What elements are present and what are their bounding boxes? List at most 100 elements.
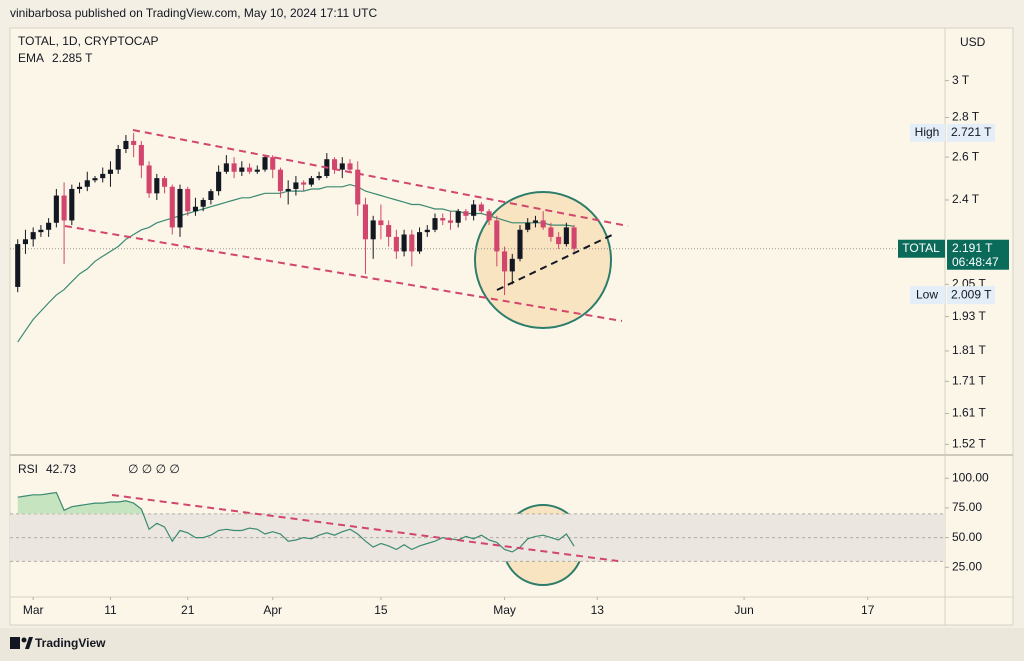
tag-name: High [915,125,940,139]
candle-body [517,229,523,259]
candle-body [532,220,539,223]
brand-logo [10,637,33,649]
y-tick-label: 50.00 [952,530,982,544]
candle-body [501,251,508,272]
x-tick-label: Mar [23,603,44,617]
candle-body [386,225,392,237]
candle-body [308,178,314,185]
candle-body [69,188,75,221]
y-tick-label: 3 T [952,73,970,87]
legend-flags: ∅ ∅ ∅ ∅ [128,462,180,476]
candle-body [270,157,276,170]
rsi-line [17,491,575,553]
trend-line [111,494,619,562]
tag-name: TOTAL [902,241,940,255]
publisher-line: vinibarbosa published on TradingView.com… [10,6,377,20]
candle-body [316,176,322,179]
tag-value: 2.191 T [952,241,993,255]
tag-value: 2.009 T [951,287,992,301]
candle-body [53,195,59,223]
candle-body [548,227,554,237]
footer-brand: TradingView [35,636,106,650]
candle-body [192,206,199,212]
x-tick-label: 15 [374,603,388,617]
footer [0,628,1024,661]
trend-line [132,129,629,227]
candle-body [107,169,114,174]
candle-body [285,188,291,192]
candle-body [92,178,98,181]
candle-body [432,218,438,230]
candle-body [115,148,121,170]
candle-body [424,229,430,233]
candle-body [84,180,90,187]
candle-body [463,211,469,216]
candle-body [494,220,500,252]
candle-body [100,173,106,179]
candle-body [208,191,214,200]
candle-body [169,186,175,228]
y-tick-label: 1.93 T [952,309,986,323]
candle-body [416,232,423,252]
candle-body [131,140,137,145]
trend-line [64,225,623,322]
tag-value-box [947,239,1009,270]
candle-body [231,163,237,172]
trend-line [496,234,613,291]
tag-name-box [910,123,945,142]
candle-body [61,195,67,221]
candle-body [362,204,369,240]
currency: USD [960,35,986,49]
candle-body [409,234,415,252]
y-tick-label: 1.71 T [952,373,986,387]
candle-body [216,171,222,192]
candle-body [200,199,206,207]
candle-body [347,163,353,170]
candle-body [177,188,183,228]
candle-body [440,218,446,221]
candle-body [123,140,129,149]
candle-body [262,157,268,170]
candle-body [370,220,376,240]
candle-body [239,167,245,172]
candle-body [15,244,21,287]
candle-body [185,188,191,212]
candle-body [254,169,260,172]
plot-layer: Mar 11 21 Apr 15 May 13 Jun 17 3 T 2.8 T 2.6 T 2.4 T… [10,73,1009,617]
candle-body [471,204,477,216]
candle-body [455,211,461,223]
candle-body [22,239,29,245]
highlight-circle [474,191,612,329]
candle-body [571,227,577,249]
candle-body [509,258,515,272]
legend-ema-value: 2.285 T [52,51,93,65]
candle-body [486,211,492,221]
candle-body [401,234,407,252]
candle-body [447,220,454,223]
legend-title: TOTAL, 1D, CRYPTOCAP [18,34,158,48]
candle-body [246,167,253,172]
candle-body [146,165,152,194]
candle-body [540,220,546,228]
tag-countdown: 06:48:47 [952,255,999,269]
candle-body [339,163,345,170]
candle-body [378,220,384,226]
tag-name: Low [916,287,938,301]
tag-name-box [898,239,945,258]
candle-body [525,222,531,230]
y-tick-label: 1.81 T [952,343,986,357]
y-tick-label: 2.8 T [952,110,980,124]
candle-body [161,178,168,187]
candle-body [138,144,144,166]
candle-body [46,222,52,230]
candle-body [331,159,338,170]
y-tick-label: 1.52 T [952,437,986,451]
candle-body [556,236,562,245]
rsi-overbought-area [17,492,144,514]
candle-body [563,227,569,245]
candle-body [277,169,284,192]
x-tick-label: Jun [734,603,753,617]
y-tick-label: 75.00 [952,500,982,514]
candle-body [76,186,83,189]
